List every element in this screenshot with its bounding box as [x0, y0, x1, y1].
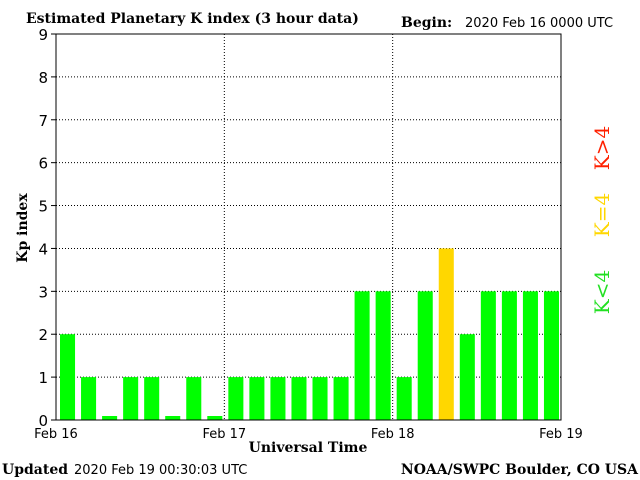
y-tick-label: 2	[38, 326, 48, 344]
y-tick-labels: 0 1 2 3 4 5 6 7 8 9	[38, 26, 48, 430]
legend-equal: K=4	[590, 193, 614, 237]
kp-bar	[249, 377, 265, 420]
kp-bar	[123, 377, 139, 420]
legend-high: K>4	[590, 126, 614, 170]
y-axis-label: Kp index	[15, 193, 31, 263]
x-tick-label: Feb 19	[539, 427, 583, 442]
kp-bar	[543, 291, 559, 420]
kp-bar	[312, 377, 328, 420]
kp-bar	[417, 291, 433, 420]
kp-bar	[333, 377, 349, 420]
kp-bar	[375, 291, 391, 420]
kp-bar	[438, 248, 454, 420]
updated-label: Updated	[2, 462, 68, 478]
x-tick-label: Feb 16	[34, 427, 78, 442]
kp-bar	[522, 291, 538, 420]
begin-label: Begin:	[401, 15, 452, 31]
kp-bar	[270, 377, 286, 420]
kp-bar	[396, 377, 412, 420]
kp-bar	[186, 377, 202, 420]
kp-bar	[165, 416, 181, 420]
x-tick-label: Feb 18	[371, 427, 415, 442]
begin-value: 2020 Feb 16 0000 UTC	[465, 16, 613, 31]
bars	[60, 248, 559, 420]
kp-bar	[354, 291, 370, 420]
y-tick-label: 3	[38, 283, 48, 301]
updated-value: 2020 Feb 19 00:30:03 UTC	[74, 463, 247, 478]
y-tick-label: 1	[38, 369, 48, 387]
kp-bar	[102, 416, 118, 420]
y-tick-label: 7	[38, 112, 48, 130]
grid-lines	[51, 33, 561, 421]
x-tick-labels: Feb 16 Feb 17 Feb 18 Feb 19	[34, 427, 583, 442]
kp-bar	[228, 377, 244, 420]
plot-frame	[55, 33, 562, 421]
legend-low: K<4	[590, 270, 614, 314]
y-tick-label: 5	[38, 198, 48, 216]
y-tick-label: 8	[38, 69, 48, 87]
kp-bar	[60, 334, 76, 420]
y-tick-label: 0	[38, 412, 48, 430]
x-tick-label: Feb 17	[202, 427, 246, 442]
credit-text: NOAA/SWPC Boulder, CO USA	[401, 462, 639, 478]
y-tick-label: 9	[38, 26, 48, 44]
y-tick-label: 6	[38, 155, 48, 173]
kp-bar	[207, 416, 223, 420]
x-axis-label: Universal Time	[249, 440, 368, 456]
kp-bar	[501, 291, 517, 420]
kp-bar	[144, 377, 160, 420]
kp-bar	[81, 377, 97, 420]
kp-bar	[291, 377, 307, 420]
kp-bar	[459, 334, 475, 420]
chart-title: Estimated Planetary K index (3 hour data…	[26, 11, 359, 27]
y-tick-label: 4	[38, 240, 48, 258]
kp-bar	[480, 291, 496, 420]
